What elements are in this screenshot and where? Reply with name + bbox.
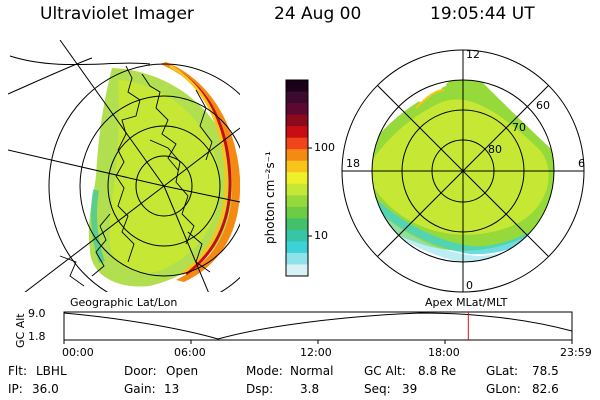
geographic-map-panel xyxy=(8,40,240,292)
status-seq-label: Seq: xyxy=(364,382,391,396)
colorbar-step xyxy=(286,172,308,185)
colorbar-step xyxy=(286,80,308,93)
colorbar-step xyxy=(286,160,308,173)
colorbar xyxy=(285,79,312,277)
colorbar-step xyxy=(286,252,308,265)
status-mode-value: Normal xyxy=(290,364,334,378)
altitude-curve xyxy=(63,312,573,340)
status-door-label: Door: xyxy=(124,364,157,378)
mlat-label-60: 60 xyxy=(536,99,550,112)
status-glat-value: 78.5 xyxy=(532,364,559,378)
status-flt-value: LBHL xyxy=(36,364,67,378)
colorbar-step xyxy=(286,229,308,242)
header-time: 19:05:44 UT xyxy=(430,4,535,24)
apex-aurora xyxy=(372,80,554,262)
timeline-frame xyxy=(63,311,573,341)
colorbar-label-10: 10 xyxy=(314,229,328,242)
instrument-title: Ultraviolet Imager xyxy=(40,4,194,24)
apex-panel-label: Apex MLat/MLT xyxy=(425,296,508,309)
altitude-timeline xyxy=(63,311,573,344)
colorbar-frame xyxy=(285,79,309,277)
status-flt-label: Flt: xyxy=(8,364,27,378)
colorbar-step xyxy=(286,183,308,196)
status-ip-value: 36.0 xyxy=(32,382,59,396)
status-dsp-value: 3.8 xyxy=(300,382,320,396)
apex-polar-panel xyxy=(341,49,585,293)
status-glat-label: GLat: xyxy=(486,364,519,378)
status-mode-label: Mode: xyxy=(246,364,283,378)
mlt-label-6: 6 xyxy=(578,157,585,170)
geo-coastlines xyxy=(59,65,213,287)
apex-grid xyxy=(341,49,585,293)
timeline-xtick-0000: 00:00 xyxy=(62,346,94,359)
status-ip-label: IP: xyxy=(8,382,23,396)
status-gcalt-label: GC Alt: xyxy=(364,364,406,378)
status-gcalt-value: 8.8 Re xyxy=(418,364,457,378)
timeline-xtick-1200: 12:00 xyxy=(300,346,332,359)
mlt-label-0: 0 xyxy=(466,279,473,292)
timeline-ytick-max: 9.0 xyxy=(28,307,46,320)
status-gain-label: Gain: xyxy=(124,382,156,396)
status-gain-value: 13 xyxy=(164,382,180,396)
colorbar-step xyxy=(286,218,308,231)
colorbar-unit-label: photon cm⁻²s⁻¹ xyxy=(263,151,277,244)
header-date: 24 Aug 00 xyxy=(274,4,362,24)
status-seq-value: 39 xyxy=(402,382,418,396)
colorbar-step xyxy=(286,206,308,219)
colorbar-step xyxy=(286,264,308,277)
status-glon-label: GLon: xyxy=(486,382,521,396)
timeline-ytick-min: 1.8 xyxy=(28,330,46,343)
status-door-value: Open xyxy=(166,364,199,378)
status-dsp-label: Dsp: xyxy=(246,382,274,396)
mlat-label-80: 80 xyxy=(488,143,502,156)
colorbar-label-100: 100 xyxy=(314,141,335,154)
geo-panel-label: Geographic Lat/Lon xyxy=(70,296,178,309)
colorbar-step xyxy=(286,137,308,150)
colorbar-step xyxy=(286,91,308,104)
timeline-xtick-2359: 23:59 xyxy=(560,346,592,359)
colorbar-step xyxy=(286,114,308,127)
colorbar-step xyxy=(286,195,308,208)
status-glon-value: 82.6 xyxy=(532,382,559,396)
timeline-ticks xyxy=(63,340,573,344)
colorbar-step xyxy=(286,103,308,116)
colorbar-step xyxy=(286,126,308,139)
mlt-label-18: 18 xyxy=(346,157,360,170)
timeline-xtick-0600: 06:00 xyxy=(174,346,206,359)
colorbar-step xyxy=(286,241,308,254)
mlt-label-12: 12 xyxy=(466,48,480,61)
timeline-xtick-1800: 18:00 xyxy=(428,346,460,359)
colorbar-color-steps xyxy=(286,80,308,277)
timeline-ylabel: GC Alt xyxy=(14,313,27,348)
mlat-label-70: 70 xyxy=(512,121,526,134)
colorbar-step xyxy=(286,149,308,162)
